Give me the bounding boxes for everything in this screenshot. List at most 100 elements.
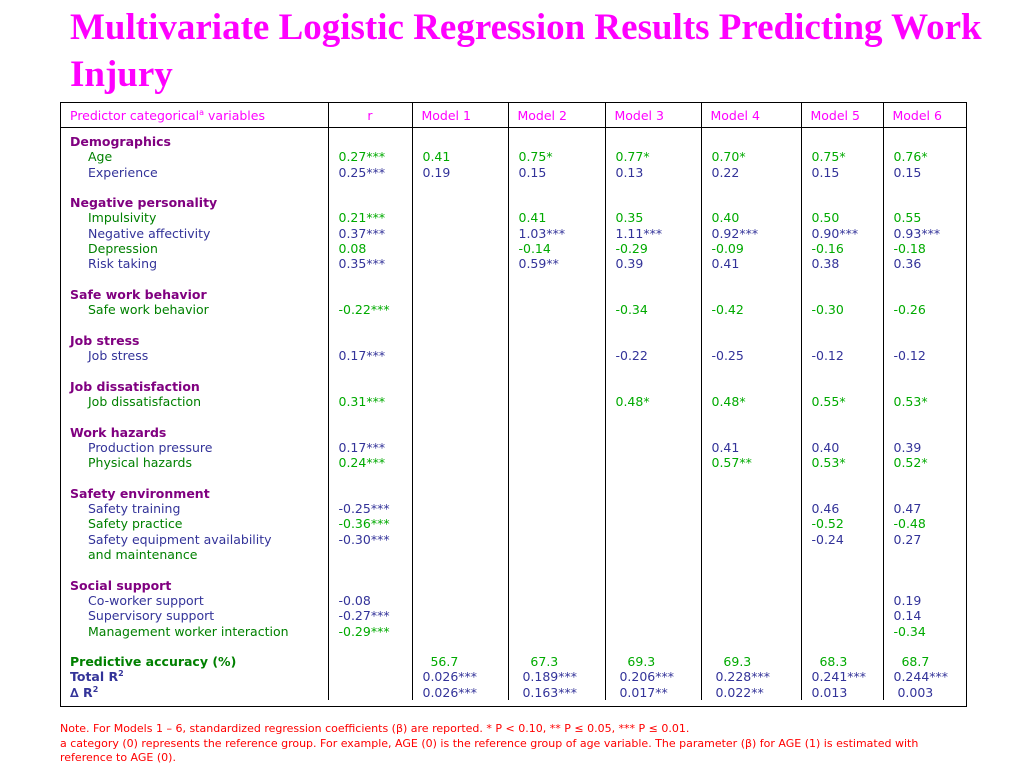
summary-label: Predictive accuracy (%) <box>61 654 329 670</box>
table-row: Age 0.27*** 0.41 0.75* 0.77* 0.70* 0.75* 0.76* <box>61 149 966 165</box>
empty-cell <box>328 317 413 333</box>
model-5-value <box>801 623 884 639</box>
model-3-value: -0.29 <box>605 241 702 257</box>
model-2-value <box>508 592 606 609</box>
model-6-value: 0.47 <box>893 501 922 517</box>
table-row: Production pressure 0.17*** 0.41 0.40 0.39 <box>61 439 966 456</box>
section-heading: Negative personality <box>61 195 329 211</box>
empty-cell <box>412 363 509 379</box>
model-6-value: 0.55 <box>893 210 922 226</box>
empty-cell <box>328 684 413 700</box>
empty-cell <box>605 271 702 287</box>
empty-cell <box>328 485 413 502</box>
empty-cell <box>328 363 413 379</box>
spacer-row <box>61 638 966 655</box>
predictor-label: Experience <box>61 164 329 180</box>
model-5-value: -0.24 <box>801 531 884 548</box>
model-6-value: 0.27 <box>893 531 922 547</box>
model-6-value: 0.36 <box>893 256 922 272</box>
empty-cell <box>508 424 606 440</box>
empty-cell <box>883 363 966 378</box>
r-column-header: r <box>328 103 413 128</box>
model-1-summary-value: 0.026*** <box>412 684 509 700</box>
model-4-value <box>701 516 802 532</box>
section-heading-row: Safety environment <box>61 485 966 502</box>
model-6-value: 0.93*** <box>893 225 941 241</box>
predictor-label: Production pressure <box>61 439 329 456</box>
empty-cell <box>508 286 606 303</box>
section-heading-row: Work hazards <box>61 424 966 440</box>
empty-cell <box>701 271 802 287</box>
model-3-summary-value: 0.017** <box>605 684 702 700</box>
table-row: Impulsivity 0.21*** 0.41 0.35 0.40 0.50 0.55 <box>61 210 966 226</box>
predictor-header-text: Predictor categorical <box>70 107 200 123</box>
predictor-label: and maintenance <box>61 547 329 563</box>
model-6-value: 0.14 <box>893 608 922 624</box>
predictor-label: Depression <box>61 241 329 257</box>
empty-cell <box>508 127 606 150</box>
empty-cell <box>412 195 509 211</box>
empty-cell <box>701 317 802 333</box>
model-1-value: 0.41 <box>412 149 509 165</box>
summary-row: Predictive accuracy (%) 56.7 67.3 69.3 6… <box>61 654 966 670</box>
empty-cell <box>801 332 884 349</box>
model-1-value <box>412 348 509 364</box>
predictor-label: Safety practice <box>61 516 329 532</box>
model-4-summary-value: 0.228*** <box>701 669 802 685</box>
model-5-value: 0.53* <box>801 455 884 471</box>
empty-cell <box>605 485 702 502</box>
spacer-row <box>61 363 966 379</box>
predictor-label: Job dissatisfaction <box>61 394 329 410</box>
model-5-value <box>801 547 884 563</box>
model-6-value: 0.76* <box>893 149 928 165</box>
table-row: Physical hazards 0.24*** 0.57** 0.53* 0.52* <box>61 455 966 471</box>
model-6-value: 0.19 <box>893 592 922 608</box>
empty-cell <box>412 409 509 425</box>
empty-cell <box>328 562 413 578</box>
empty-cell <box>801 286 884 303</box>
table-row: Depression 0.08 -0.14 -0.29 -0.09 -0.16 -0.18 <box>61 241 966 257</box>
model-5-value: 0.50 <box>801 210 884 226</box>
table-row: Co-worker support -0.08 0.19 <box>61 592 966 609</box>
r-value: 0.17*** <box>328 439 413 456</box>
model-3-value <box>605 439 702 456</box>
model-5-value: -0.12 <box>801 348 884 364</box>
model-2-value <box>508 348 606 364</box>
model-1-value <box>412 455 509 471</box>
model-1-value <box>412 256 509 272</box>
section-heading-row: Social support <box>61 577 966 593</box>
r-value: 0.08 <box>328 241 413 257</box>
empty-cell <box>801 577 884 593</box>
r-value: 0.35*** <box>328 256 413 272</box>
model-5-value: 0.55* <box>801 394 884 410</box>
section-heading-row: Job dissatisfaction <box>61 378 966 395</box>
model-2-value <box>508 623 606 639</box>
empty-cell <box>605 286 702 303</box>
spacer-row <box>61 317 966 333</box>
model-1-value <box>412 241 509 257</box>
empty-cell <box>605 127 702 150</box>
r-value: -0.08 <box>328 592 413 609</box>
section-heading: Safety environment <box>61 485 329 502</box>
empty-cell <box>701 363 802 379</box>
empty-cell <box>605 638 702 655</box>
empty-cell <box>605 378 702 395</box>
model-6-value: -0.18 <box>893 241 926 257</box>
model-4-value <box>701 592 802 609</box>
predictor-column-header: Predictor categoricala variables <box>61 103 329 128</box>
model-5-value: 0.90*** <box>801 225 884 242</box>
empty-cell <box>508 562 606 578</box>
section-heading: Job stress <box>61 332 329 349</box>
section-heading: Demographics <box>61 127 329 150</box>
summary-label: Total R2 <box>61 669 329 685</box>
model-6-summary-value: 0.003 <box>893 684 934 700</box>
section-heading-row: Job stress <box>61 332 966 349</box>
section-heading: Work hazards <box>61 424 329 440</box>
predictor-label: Age <box>61 149 329 165</box>
model-2-value: 0.15 <box>508 164 606 180</box>
empty-cell <box>412 638 509 655</box>
model-2-value <box>508 439 606 456</box>
predictor-label: Job stress <box>61 348 329 364</box>
summary-row: ∆ R2 0.026*** 0.163*** 0.017** 0.022** 0.0… <box>61 684 966 700</box>
model-6-value: -0.26 <box>893 302 926 318</box>
